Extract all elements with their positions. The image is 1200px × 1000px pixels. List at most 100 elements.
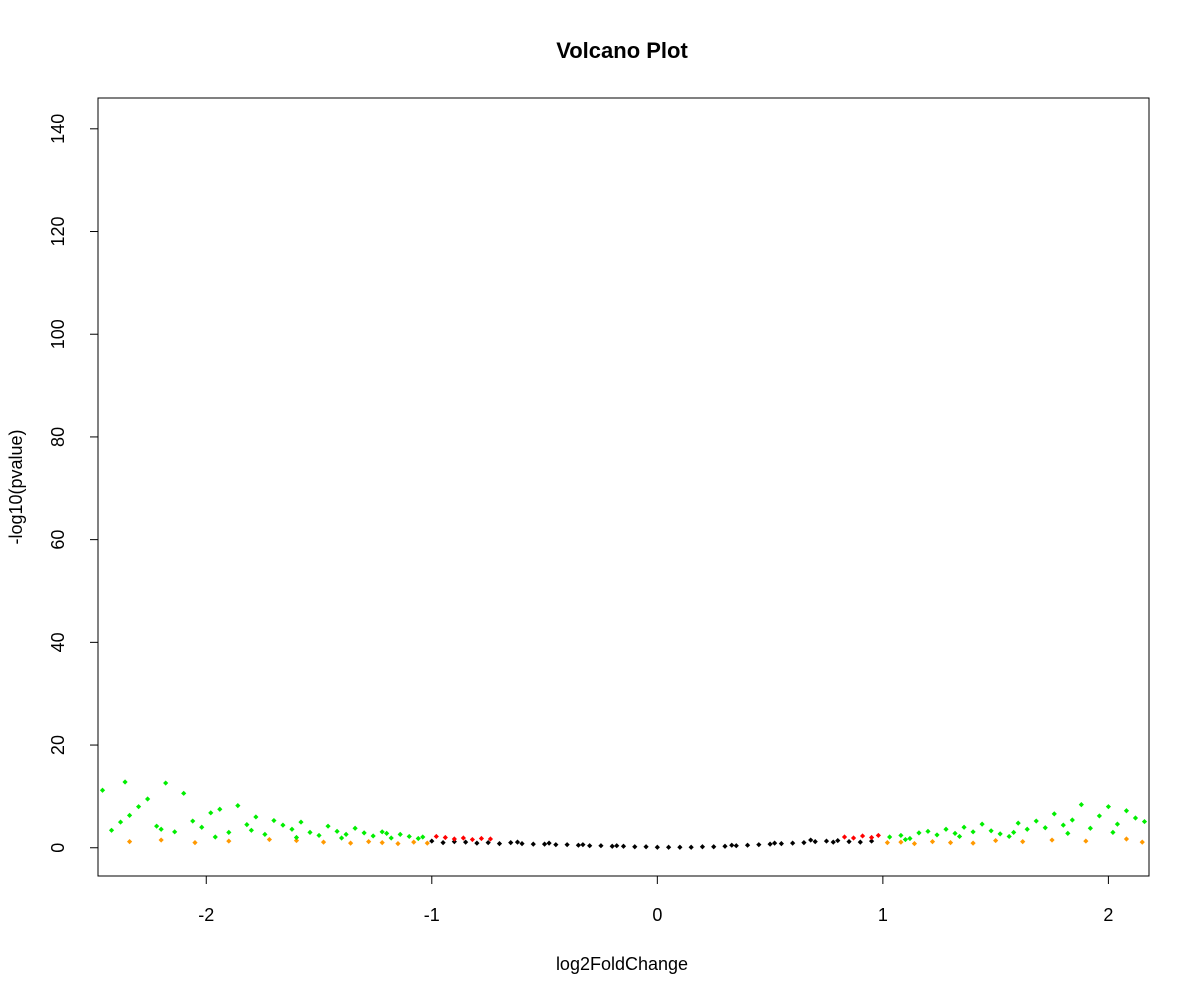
y-tick-label: 60	[48, 530, 68, 550]
data-point-not-significant	[485, 840, 491, 846]
data-point-significant	[208, 810, 214, 816]
data-point-significant	[135, 804, 142, 810]
data-point-foldchange-only	[884, 840, 890, 846]
x-tick-label: 1	[878, 905, 888, 925]
data-point-foldchange-only	[947, 840, 954, 846]
data-point-significant	[997, 831, 1003, 837]
data-point-not-significant	[756, 842, 762, 848]
data-point-not-significant	[823, 838, 830, 844]
data-point-not-significant	[808, 837, 814, 843]
data-point-significant	[126, 812, 133, 819]
data-point-significant	[420, 834, 426, 840]
data-point-significant	[887, 834, 893, 840]
data-point-significant	[397, 831, 403, 838]
data-point-significant	[952, 830, 958, 836]
data-point-significant	[1006, 833, 1012, 840]
data-point-significant	[154, 823, 160, 829]
data-point-significant	[1141, 818, 1148, 825]
data-point-significant	[226, 829, 232, 835]
data-point-significant	[370, 833, 376, 839]
data-point-not-significant	[440, 840, 446, 846]
data-point-significant	[406, 833, 412, 840]
data-point-significant	[379, 829, 385, 835]
data-point-not-significant	[598, 843, 604, 849]
x-tick-label: -1	[424, 905, 440, 925]
data-point-foldchange-only	[929, 838, 936, 845]
y-tick-label: 140	[48, 114, 68, 144]
data-point-significant	[217, 806, 223, 812]
data-point-pvalue-only	[875, 832, 881, 839]
data-point-foldchange-only	[293, 837, 300, 844]
data-point-not-significant	[614, 843, 620, 849]
data-point-significant	[1015, 820, 1021, 826]
data-point-not-significant	[801, 840, 807, 846]
y-axis: 0 20 40 60 80 100 120 140	[48, 114, 98, 853]
data-point-significant	[271, 817, 277, 824]
data-point-not-significant	[541, 841, 548, 847]
data-point-significant	[388, 835, 394, 841]
data-point-significant	[907, 835, 913, 842]
data-point-not-significant	[632, 844, 638, 850]
data-point-not-significant	[654, 844, 660, 850]
data-point-foldchange-only	[320, 839, 327, 845]
data-point-pvalue-only	[433, 833, 439, 840]
data-point-significant	[956, 833, 963, 840]
y-tick-label: 20	[48, 735, 68, 755]
data-point-significant	[1105, 804, 1112, 810]
data-point-significant	[925, 828, 931, 834]
data-point-foldchange-only	[911, 841, 918, 847]
data-point-pvalue-only	[859, 833, 866, 839]
y-axis-title: -log10(pvalue)	[6, 429, 26, 544]
data-point-foldchange-only	[348, 840, 354, 846]
data-point-significant	[979, 821, 985, 827]
data-point-significant	[1065, 830, 1071, 836]
data-point-significant	[1033, 818, 1039, 824]
data-point-not-significant	[744, 842, 751, 848]
data-point-not-significant	[812, 838, 818, 845]
data-point-not-significant	[546, 840, 552, 846]
data-point-not-significant	[609, 843, 615, 849]
data-point-significant	[1123, 808, 1130, 814]
data-point-not-significant	[666, 844, 672, 850]
data-point-significant	[898, 832, 904, 839]
y-tick-label: 120	[48, 216, 68, 246]
data-point-significant	[1087, 825, 1093, 831]
data-point-significant	[1051, 811, 1057, 817]
data-point-foldchange-only	[379, 840, 385, 846]
data-point-significant	[325, 823, 331, 829]
data-point-significant	[384, 830, 390, 836]
data-point-significant	[307, 829, 313, 835]
data-point-significant	[262, 831, 268, 838]
data-point-significant	[122, 779, 128, 785]
data-point-not-significant	[643, 844, 649, 850]
data-point-foldchange-only	[993, 837, 999, 844]
data-point-not-significant	[772, 840, 778, 846]
data-point-significant	[108, 827, 115, 833]
data-point-significant	[334, 828, 340, 834]
data-point-significant	[902, 836, 909, 843]
data-point-significant	[163, 780, 169, 786]
data-points	[99, 779, 1148, 850]
data-point-foldchange-only	[226, 838, 232, 844]
data-point-not-significant	[530, 841, 536, 847]
data-point-significant	[1110, 829, 1116, 835]
data-point-significant	[212, 834, 218, 840]
data-point-not-significant	[553, 842, 559, 848]
data-point-foldchange-only	[1049, 837, 1055, 843]
data-point-significant	[253, 814, 259, 820]
data-point-foldchange-only	[898, 839, 904, 845]
data-point-foldchange-only	[192, 840, 198, 846]
data-point-not-significant	[830, 839, 836, 845]
data-point-significant	[934, 832, 940, 838]
data-point-foldchange-only	[1139, 839, 1145, 845]
y-tick-label: 80	[48, 427, 68, 447]
data-point-not-significant	[508, 840, 514, 846]
data-point-not-significant	[587, 843, 593, 849]
chart-title: Volcano Plot	[556, 38, 688, 63]
data-point-significant	[352, 825, 358, 831]
data-point-significant	[298, 819, 304, 825]
data-point-significant	[1132, 815, 1139, 821]
data-point-pvalue-only	[868, 834, 875, 841]
data-point-foldchange-only	[126, 838, 133, 845]
